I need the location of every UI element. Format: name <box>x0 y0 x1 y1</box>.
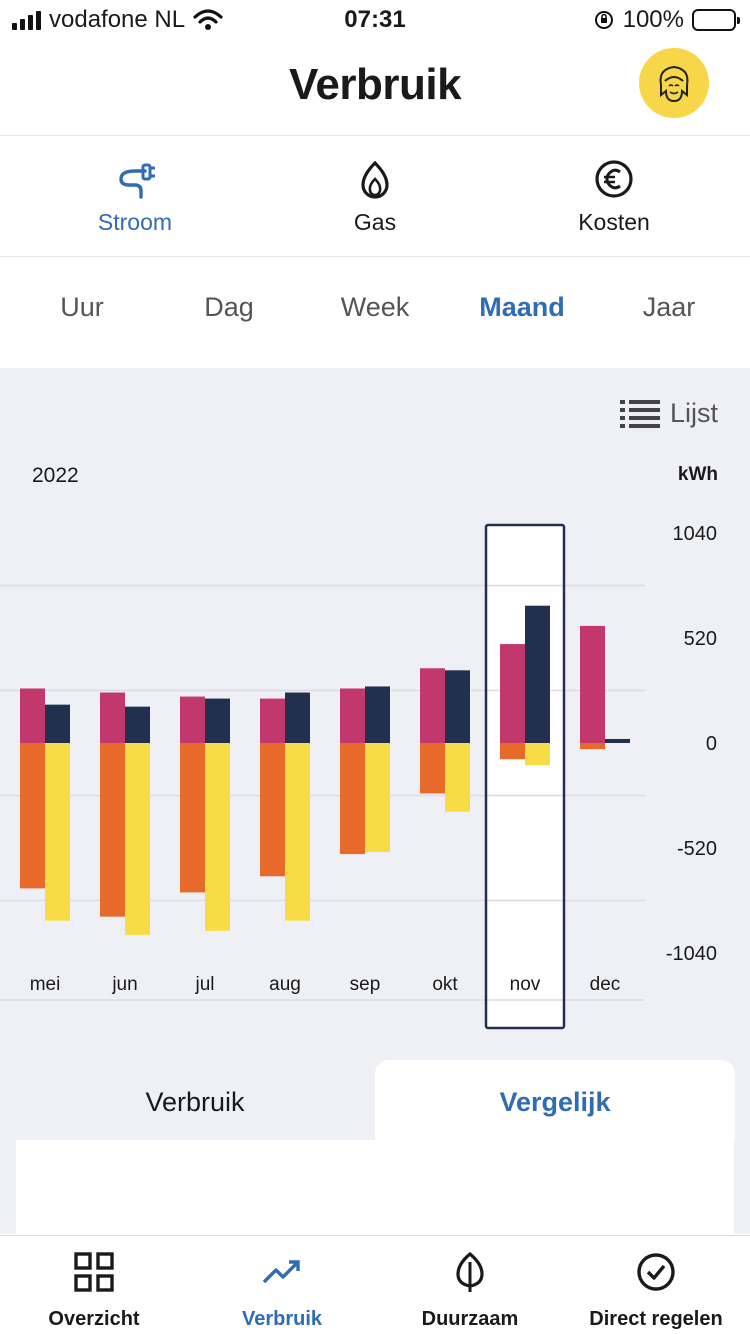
comparison-panel <box>16 1140 734 1234</box>
chart-bar <box>420 668 445 743</box>
chart-bar <box>525 743 550 766</box>
y-tick-label: 1040 <box>673 523 718 545</box>
x-tick-label: sep <box>350 974 381 995</box>
chart-bar <box>205 698 230 743</box>
chart-bar <box>365 743 390 853</box>
x-tick-label: mei <box>30 974 61 995</box>
trend-up-icon <box>262 1260 300 1284</box>
chart-bar <box>500 743 525 760</box>
tab-vergelijk[interactable]: Vergelijk <box>375 1060 735 1140</box>
plug-icon <box>119 163 155 199</box>
chart-bar <box>365 686 390 743</box>
chart-bar <box>45 743 70 921</box>
chart-bar <box>445 743 470 812</box>
usage-chart[interactable]: 1040 520 0 -520 -1040 mei jun jul aug sep okt nov d… <box>0 368 750 1048</box>
chart-bar <box>580 743 605 750</box>
chart-bar <box>100 692 125 743</box>
tab-overzicht[interactable]: Overzicht <box>0 1236 188 1334</box>
tab-verbruik-nav[interactable]: Verbruik <box>188 1236 376 1334</box>
header: Verbruik <box>0 40 750 136</box>
chart-bar <box>20 688 45 743</box>
x-tick-label: jun <box>111 974 137 995</box>
chart-bar <box>580 625 605 743</box>
chart-bar <box>180 696 205 743</box>
battery-percentage: 100% <box>622 6 684 33</box>
battery-icon <box>692 9 740 31</box>
chart-bar <box>260 743 285 877</box>
selected-month-highlight <box>484 523 566 1030</box>
x-tick-label: nov <box>510 974 541 995</box>
chart-bar <box>100 743 125 917</box>
energy-type-selector: Stroom Gas Kosten <box>0 137 750 257</box>
list-icon <box>619 399 660 428</box>
energy-type-label: Gas <box>353 209 397 235</box>
chart-bar <box>500 644 525 743</box>
energy-type-label: Stroom <box>97 209 173 235</box>
tab-duurzaam[interactable]: Duurzaam <box>376 1236 564 1334</box>
chart-bar <box>445 670 470 743</box>
y-tick-label: -520 <box>677 838 717 860</box>
tab-direct-regelen[interactable]: Direct regelen <box>562 1236 750 1334</box>
energy-type-gas[interactable]: Gas <box>255 137 495 257</box>
chart-bar <box>605 738 630 743</box>
energy-type-stroom[interactable]: Stroom <box>15 137 255 257</box>
period-tabs: Uur Dag Week Maand Jaar <box>0 258 750 368</box>
chart-bar <box>260 698 285 743</box>
y-tick-label: -1040 <box>666 943 717 965</box>
energy-type-label: Kosten <box>578 209 650 235</box>
chart-bar <box>205 743 230 931</box>
period-tab-maand[interactable]: Maand <box>479 292 565 322</box>
tab-bar: Overzicht Verbruik Duurzaam Direct regel… <box>0 1235 750 1334</box>
chart-bar <box>45 704 70 743</box>
wifi-icon <box>193 9 223 30</box>
tab-verbruik[interactable]: Verbruik <box>145 1087 245 1117</box>
x-tick-label: okt <box>432 974 458 995</box>
chart-bar <box>340 743 365 855</box>
tab-label: Verbruik <box>241 1308 323 1330</box>
flame-icon <box>361 160 389 199</box>
page-title: Verbruik <box>288 60 462 109</box>
tab-label: Direct regelen <box>589 1308 723 1330</box>
list-view-button[interactable]: Lijst <box>619 398 718 429</box>
year-label: 2022 <box>32 464 79 487</box>
list-view-label: Lijst <box>669 398 718 428</box>
chart-bar <box>420 743 445 794</box>
euro-icon <box>595 160 633 198</box>
status-bar: vodafone NL 07:31 100% <box>0 0 750 40</box>
energy-type-kosten[interactable]: Kosten <box>494 137 734 257</box>
chart-bar <box>125 706 150 743</box>
chart-section: Lijst 2022 kWh 1040 520 0 -520 -1040 mei jun j… <box>0 368 750 1234</box>
chart-bar <box>20 743 45 889</box>
chart-bar <box>285 743 310 921</box>
y-tick-label: 520 <box>684 628 717 650</box>
x-tick-label: aug <box>269 974 301 995</box>
chart-bar <box>525 605 550 743</box>
avatar-face-icon <box>659 65 689 103</box>
tab-label: Overzicht <box>48 1308 140 1330</box>
period-tab-week[interactable]: Week <box>340 292 410 322</box>
tab-label: Duurzaam <box>421 1308 519 1330</box>
period-tab-dag[interactable]: Dag <box>204 292 254 322</box>
carrier-label: vodafone NL <box>49 6 186 33</box>
x-tick-label: jul <box>194 974 214 995</box>
avatar[interactable] <box>639 48 709 118</box>
y-tick-label: 0 <box>706 733 717 755</box>
signal-icon <box>12 10 41 30</box>
period-tab-jaar[interactable]: Jaar <box>642 292 696 322</box>
clock: 07:31 <box>344 6 406 33</box>
detail-tabs: Verbruik Vergelijk <box>0 1060 750 1140</box>
grid-icon <box>74 1252 114 1292</box>
orientation-lock-icon <box>594 11 613 29</box>
check-circle-icon <box>637 1253 675 1291</box>
unit-label: kWh <box>677 464 718 485</box>
chart-bar <box>125 743 150 935</box>
x-tick-label: dec <box>590 974 621 995</box>
chart-bar <box>285 692 310 743</box>
selected-month-background <box>486 525 564 1028</box>
chart-bar <box>180 743 205 893</box>
period-tab-uur[interactable]: Uur <box>60 292 104 322</box>
chart-bar <box>340 688 365 743</box>
leaf-icon <box>456 1252 484 1292</box>
